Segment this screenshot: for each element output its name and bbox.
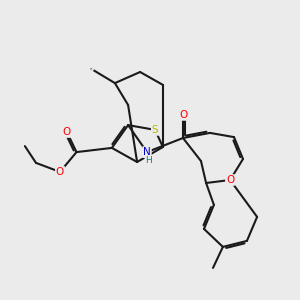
Text: O: O bbox=[56, 167, 64, 177]
Text: O: O bbox=[179, 110, 187, 120]
Text: O: O bbox=[226, 175, 234, 185]
Text: H: H bbox=[145, 156, 152, 165]
Text: S: S bbox=[152, 125, 158, 135]
Text: N: N bbox=[143, 147, 151, 157]
Text: O: O bbox=[63, 127, 71, 137]
